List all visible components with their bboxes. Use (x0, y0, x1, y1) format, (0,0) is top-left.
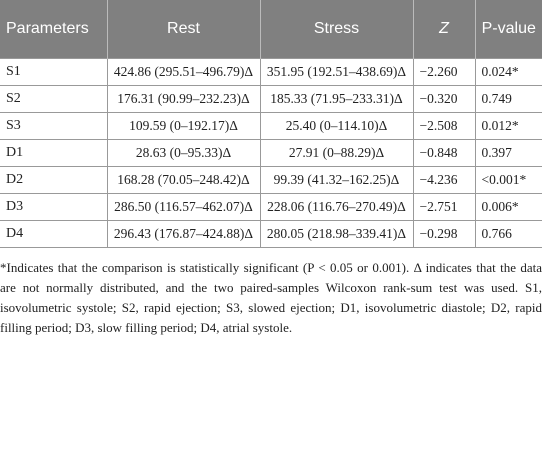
table-cell: 286.50 (116.57–462.07)Δ (106, 193, 260, 221)
header-cell: Stress (259, 0, 413, 59)
table-cell: −2.260 (412, 58, 475, 86)
table-cell: 0.012* (474, 112, 542, 140)
table-cell: 28.63 (0–95.33)Δ (106, 139, 260, 167)
table-cell: 0.024* (474, 58, 542, 86)
table-row: D1 28.63 (0–95.33)Δ 27.91 (0–88.29)Δ −0.848… (0, 139, 542, 167)
row-label: S3 (0, 112, 107, 140)
header-cell: Rest (106, 0, 260, 59)
table-cell: 99.39 (41.32–162.25)Δ (259, 166, 413, 194)
table-cell: −2.751 (412, 193, 475, 221)
table-cell: 27.91 (0–88.29)Δ (259, 139, 413, 167)
table-cell: 168.28 (70.05–248.42)Δ (106, 166, 260, 194)
table-row: D2 168.28 (70.05–248.42)Δ 99.39 (41.32–162… (0, 166, 542, 194)
table-cell: −4.236 (412, 166, 475, 194)
header-cell: Z (412, 0, 475, 59)
header-cell: P-value (474, 0, 542, 59)
table-cell: −0.320 (412, 85, 475, 113)
row-label: S2 (0, 85, 107, 113)
table-cell: 280.05 (218.98–339.41)Δ (259, 220, 413, 248)
table-row: S2 176.31 (90.99–232.23)Δ 185.33 (71.95–23… (0, 85, 542, 113)
table-cell: −2.508 (412, 112, 475, 140)
row-label: D2 (0, 166, 107, 194)
table-cell: 351.95 (192.51–438.69)Δ (259, 58, 413, 86)
table-row: S3 109.59 (0–192.17)Δ 25.40 (0–114.10)Δ −2.… (0, 112, 542, 140)
table-row: S1 424.86 (295.51–496.79)Δ 351.95 (192.51–… (0, 58, 542, 86)
row-label: D1 (0, 139, 107, 167)
footnote: *Indicates that the comparison is statis… (0, 260, 542, 335)
header-row: Parameters Rest Stress Z P-value (0, 0, 542, 59)
table-row: D3 286.50 (116.57–462.07)Δ 228.06 (116.76–… (0, 193, 542, 221)
table: Parameters Rest Stress Z P-value S1 424.86 (2… (0, 0, 542, 248)
table-cell: 0.749 (474, 85, 542, 113)
table-cell: −0.848 (412, 139, 475, 167)
table-body: S1 424.86 (295.51–496.79)Δ 351.95 (192.51–… (0, 58, 542, 248)
header-cell: Parameters (0, 0, 107, 59)
row-label: D4 (0, 220, 107, 248)
table-cell: 176.31 (90.99–232.23)Δ (106, 85, 260, 113)
table-cell: 0.006* (474, 193, 542, 221)
table-cell: 424.86 (295.51–496.79)Δ (106, 58, 260, 86)
table-cell: 0.766 (474, 220, 542, 248)
table-cell: 109.59 (0–192.17)Δ (106, 112, 260, 140)
table-cell: −0.298 (412, 220, 475, 248)
table-cell: 228.06 (116.76–270.49)Δ (259, 193, 413, 221)
table-cell: 25.40 (0–114.10)Δ (259, 112, 413, 140)
table-cell: 185.33 (71.95–233.31)Δ (259, 85, 413, 113)
row-label: D3 (0, 193, 107, 221)
table-cell: <0.001* (474, 166, 542, 194)
table-cell: 0.397 (474, 139, 542, 167)
row-label: S1 (0, 58, 107, 86)
table-cell: 296.43 (176.87–424.88)Δ (106, 220, 260, 248)
table-row: D4 296.43 (176.87–424.88)Δ 280.05 (218.98–… (0, 220, 542, 248)
